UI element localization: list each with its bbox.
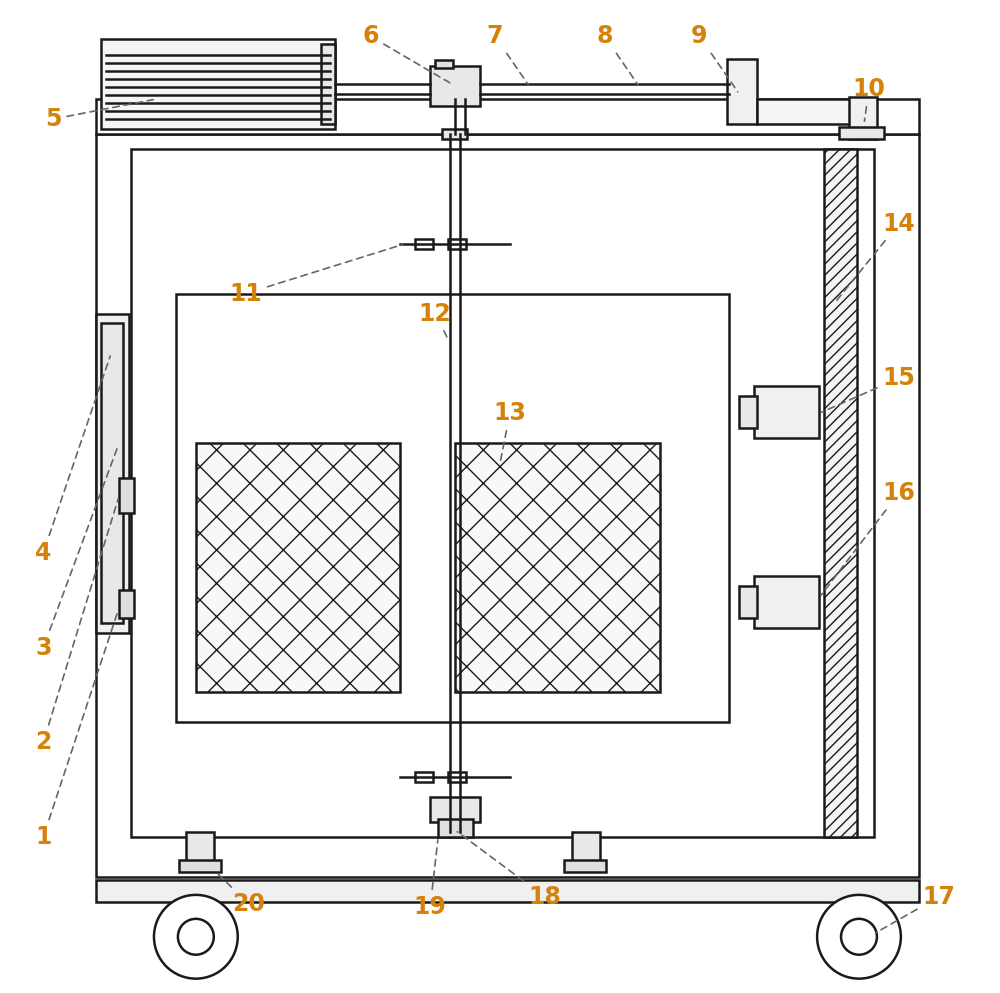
Text: 18: 18 [457, 832, 561, 909]
Bar [96, 99, 919, 134]
Text: 12: 12 [419, 302, 452, 341]
Text: 6: 6 [362, 24, 450, 82]
Bar [176, 294, 729, 722]
Bar [96, 314, 129, 633]
Text: 17: 17 [876, 885, 955, 932]
Bar [196, 443, 400, 692]
Bar [448, 773, 466, 782]
Bar [96, 134, 919, 877]
Circle shape [178, 919, 214, 954]
Bar [757, 99, 872, 124]
Circle shape [841, 919, 877, 954]
Text: 1: 1 [35, 611, 118, 849]
Bar [564, 860, 606, 872]
Bar [101, 324, 123, 623]
Bar [430, 67, 480, 106]
Text: 10: 10 [853, 77, 885, 121]
Circle shape [154, 895, 238, 979]
Bar [849, 97, 877, 139]
Text: 3: 3 [35, 446, 118, 659]
Bar [435, 61, 453, 69]
Bar [101, 40, 335, 129]
Text: 9: 9 [691, 24, 738, 91]
Text: 16: 16 [821, 481, 915, 596]
Text: 15: 15 [822, 366, 915, 412]
Bar [438, 819, 473, 837]
Bar [727, 60, 757, 124]
Bar [824, 149, 857, 837]
Bar [415, 238, 433, 248]
Bar [321, 45, 335, 124]
Text: 19: 19 [414, 840, 447, 919]
Bar [739, 396, 757, 428]
Bar [448, 238, 466, 248]
Text: 5: 5 [45, 99, 153, 131]
Bar [739, 586, 757, 618]
Text: 8: 8 [596, 24, 638, 84]
Bar [96, 880, 919, 902]
Circle shape [817, 895, 901, 979]
Bar [415, 773, 433, 782]
Text: 14: 14 [836, 212, 915, 302]
Text: 2: 2 [35, 498, 118, 755]
Bar [754, 576, 819, 628]
Bar [119, 590, 134, 618]
Text: 20: 20 [218, 874, 265, 916]
Bar [186, 832, 214, 864]
Bar [839, 127, 884, 139]
Text: 7: 7 [487, 24, 528, 84]
Bar [179, 860, 221, 872]
Bar [430, 797, 480, 822]
Bar [119, 478, 134, 513]
Bar [572, 832, 600, 864]
Text: 11: 11 [229, 244, 403, 306]
Bar [131, 149, 874, 837]
Bar [442, 129, 467, 139]
Text: 13: 13 [494, 401, 526, 461]
Text: 4: 4 [35, 356, 110, 565]
Bar [754, 386, 819, 438]
Bar [455, 443, 660, 692]
